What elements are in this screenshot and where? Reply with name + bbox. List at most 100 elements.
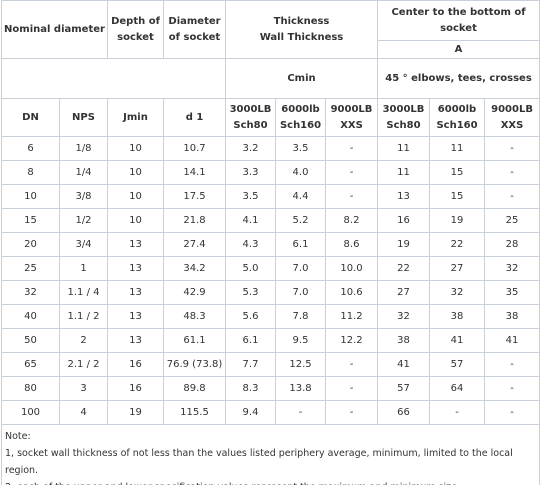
table-cell: 34.2	[163, 256, 226, 281]
column-header: 3000LB Sch80	[225, 98, 276, 137]
table-cell: 10	[107, 136, 164, 161]
table-cell: 32	[429, 280, 486, 305]
table-cell: 27	[429, 256, 486, 281]
table-cell: 10.6	[324, 280, 379, 305]
table-cell: 3	[59, 376, 108, 401]
header-cell: Thickness Wall Thickness	[224, 0, 379, 59]
table-cell: 41	[377, 352, 431, 377]
table-cell: -	[484, 136, 540, 161]
table-cell: 41	[429, 328, 486, 353]
table-cell: 5.2	[275, 208, 326, 233]
table-cell: 6.1	[225, 328, 276, 353]
table-cell: 11	[429, 136, 486, 161]
table-cell: 1	[59, 256, 108, 281]
table-cell: -	[324, 184, 379, 209]
notes-row: Note: 1, socket wall thickness of not les…	[0, 424, 540, 485]
table-cell: -	[324, 376, 379, 401]
table-cell: 38	[484, 304, 540, 329]
column-header: 9000LB XXS	[484, 98, 540, 137]
column-header: DN	[1, 98, 60, 137]
table-cell: 19	[429, 208, 486, 233]
table-cell: 7.7	[225, 352, 276, 377]
table-cell: 4.1	[225, 208, 276, 233]
table-cell: 5.3	[225, 280, 276, 305]
table-cell: 14.1	[163, 160, 226, 185]
table-cell: 15	[429, 184, 486, 209]
table-cell: 5.6	[225, 304, 276, 329]
table-row: 100 4 19 115.5 9.4- -66- -	[1, 400, 540, 425]
table-cell: -	[324, 160, 379, 185]
table-cell: 66	[377, 400, 431, 425]
table-cell: 76.9 (73.8)	[163, 352, 226, 377]
table-row: 65 2.1 / 2 16 76.9 (73.8) 7.7 12.5-41 57-	[1, 352, 540, 377]
table-cell: 41	[484, 328, 540, 353]
table-cell: 38	[429, 304, 486, 329]
table-cell: 1/2	[59, 208, 108, 233]
table-cell: 8	[1, 160, 60, 185]
table-cell: 6	[1, 136, 60, 161]
notes-cell: Note: 1, socket wall thickness of not les…	[0, 424, 540, 485]
table-row: 20 3/4 13 27.4 4.3 6.1 8.6 19 22 28	[1, 232, 540, 257]
table-cell: -	[484, 160, 540, 185]
table-cell: 10	[107, 184, 164, 209]
table-cell: 19	[377, 232, 431, 257]
table-cell: 3.5	[275, 136, 326, 161]
table-cell: 13	[107, 256, 164, 281]
table-cell: 1.1 / 4	[59, 280, 108, 305]
table-cell: 3.2	[225, 136, 276, 161]
table-cell: 13	[107, 232, 164, 257]
table-cell: 8.3	[225, 376, 276, 401]
table-row: 25 1 13 34.2 5.0 7.0 10.0 22 27 32	[1, 256, 540, 281]
table-cell: -	[484, 400, 540, 425]
table-cell: 13.8	[275, 376, 326, 401]
table-cell: 3.5	[225, 184, 276, 209]
table-row: 6 1/8 10 10.7 3.2 3.5-11 11-	[1, 136, 540, 161]
note-line: 1, socket wall thickness of not less tha…	[5, 448, 513, 476]
header-cell: Nominal diameter	[1, 0, 108, 59]
table-cell: 13	[107, 328, 164, 353]
table-cell: -	[484, 376, 540, 401]
table-cell: 64	[429, 376, 486, 401]
table-cell: 7.8	[275, 304, 326, 329]
table-cell: 40	[1, 304, 60, 329]
table-cell: 17.5	[163, 184, 226, 209]
table-cell: 5.0	[225, 256, 276, 281]
table-row: 10 3/8 10 17.5 3.5 4.4-13 15-	[1, 184, 540, 209]
note-line: Note:	[5, 431, 31, 442]
table-cell: 16	[377, 208, 431, 233]
table-cell: 8.6	[324, 232, 379, 257]
table-cell: 25	[1, 256, 60, 281]
header-cell: Diameter of socket	[163, 0, 226, 59]
table-cell: 12.5	[275, 352, 326, 377]
table-cell: 9.4	[225, 400, 276, 425]
header-cell: Center to the bottom of socket	[377, 0, 540, 41]
column-header: 6000lb Sch160	[275, 98, 326, 137]
table-cell: 32	[484, 256, 540, 281]
table-cell: 19	[107, 400, 164, 425]
table-cell: 10.0	[324, 256, 379, 281]
table-cell: 1/8	[59, 136, 108, 161]
table-cell: 8.2	[324, 208, 379, 233]
table-cell: 11.2	[324, 304, 379, 329]
table-cell: -	[275, 400, 326, 425]
table-cell: 80	[1, 376, 60, 401]
table-cell: 1/4	[59, 160, 108, 185]
header-cell	[1, 58, 226, 99]
column-header: 3000LB Sch80	[377, 98, 431, 137]
table-cell: 13	[377, 184, 431, 209]
table-cell: 9.5	[275, 328, 326, 353]
table-cell: 3.3	[225, 160, 276, 185]
header-cell: A	[377, 40, 540, 59]
table-cell: 2.1 / 2	[59, 352, 108, 377]
table-cell: 32	[1, 280, 60, 305]
table-cell: 27	[377, 280, 431, 305]
table-cell: 4.0	[275, 160, 326, 185]
column-header: NPS	[59, 98, 108, 137]
table-cell: -	[324, 136, 379, 161]
table-cell: -	[484, 184, 540, 209]
table-cell: 11	[377, 136, 431, 161]
table-cell: 10	[1, 184, 60, 209]
table-cell: 22	[377, 256, 431, 281]
